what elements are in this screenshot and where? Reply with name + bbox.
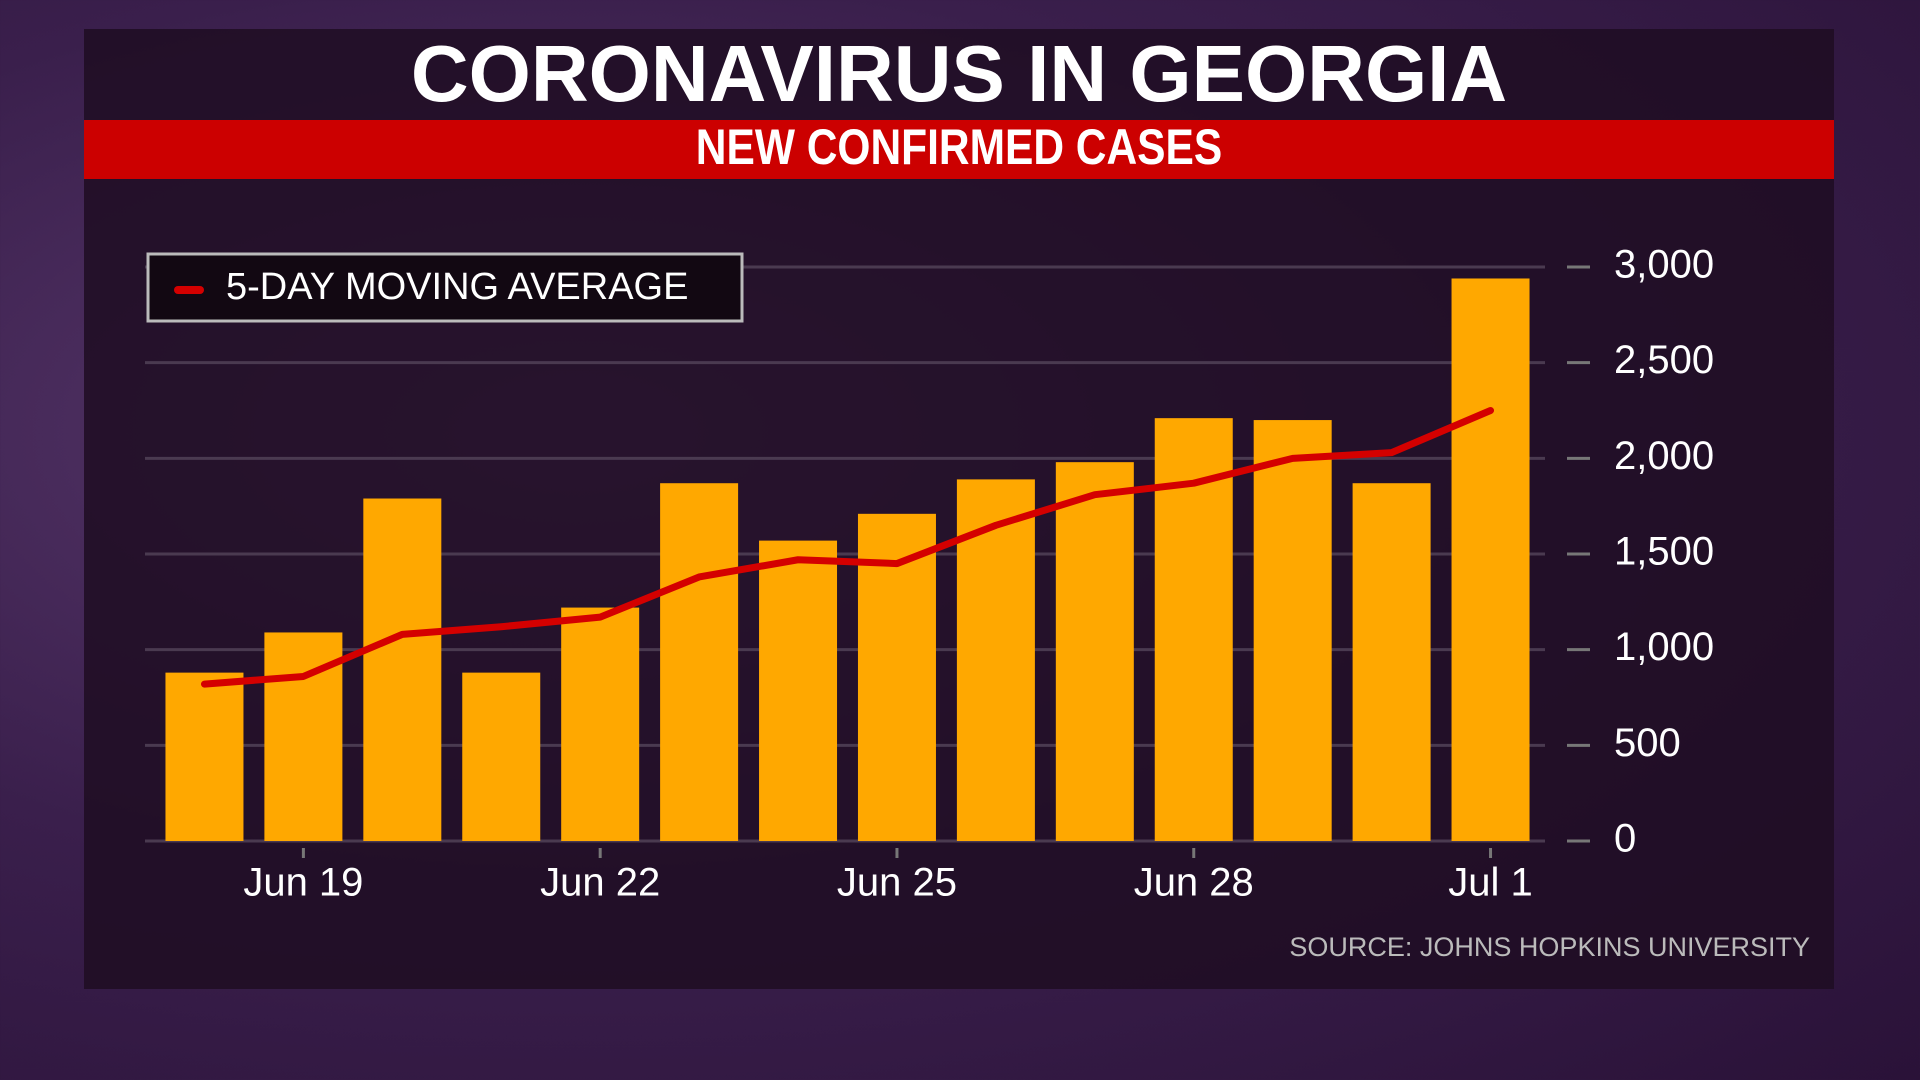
y-tick-label: 3,000 (1614, 243, 1714, 287)
x-tick-label: Jun 19 (243, 861, 363, 905)
bar (857, 513, 936, 841)
bar (363, 498, 442, 841)
bar (462, 672, 541, 841)
y-tick-label: 0 (1614, 817, 1636, 861)
y-tick-label: 1,000 (1614, 625, 1714, 669)
bar (660, 483, 739, 841)
source: SOURCE: JOHNS HOPKINS UNIVERSITY (1289, 932, 1810, 962)
legend-box (146, 252, 744, 323)
y-tick-label: 500 (1614, 721, 1681, 765)
bar (759, 540, 838, 841)
bar (1253, 420, 1332, 841)
bar (165, 672, 244, 841)
x-tick-label: Jun 25 (837, 861, 957, 905)
subtitle-band (84, 120, 1834, 179)
chart-title: CORONAVIRUS IN GEORGIA (411, 29, 1507, 118)
bar (561, 607, 640, 841)
bar (956, 479, 1035, 841)
bar (1055, 462, 1134, 841)
legend-label: 5-DAY MOVING AVERAGE (226, 266, 688, 308)
y-tick-label: 2,500 (1614, 338, 1714, 382)
legend: 5-DAY MOVING AVERAGE (146, 252, 744, 323)
x-tick-label: Jul 1 (1448, 861, 1533, 905)
chart-subtitle: NEW CONFIRMED CASES (696, 119, 1222, 175)
bar (1451, 278, 1530, 842)
x-tick-label: Jun 22 (540, 861, 660, 905)
bar (1352, 483, 1431, 841)
y-tick-label: 1,500 (1614, 530, 1714, 574)
x-tick-label: Jun 28 (1134, 861, 1254, 905)
y-tick-label: 2,000 (1614, 434, 1714, 478)
moving-average-line (200, 407, 1495, 688)
